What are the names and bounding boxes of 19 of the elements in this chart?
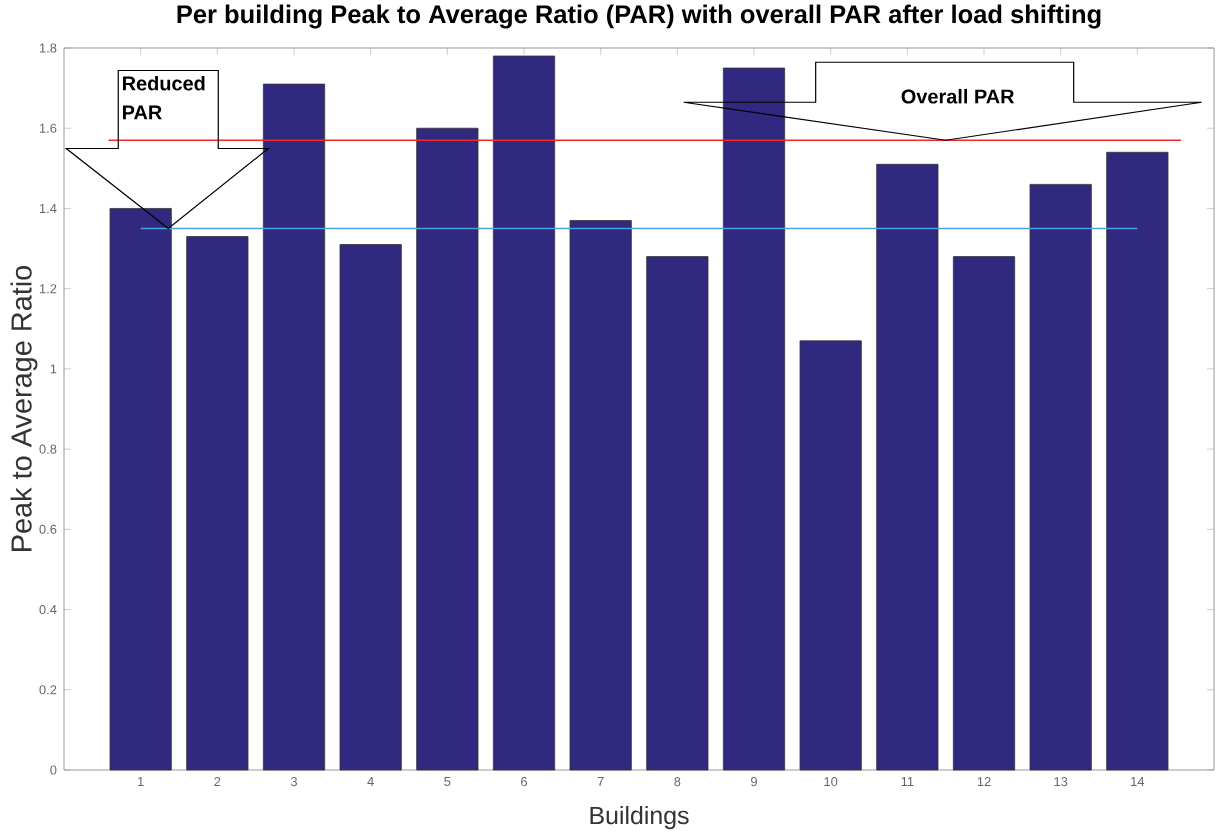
bar	[569, 220, 632, 771]
bar	[799, 340, 862, 771]
y-axis-title: Peak to Average Ratio	[10, 265, 38, 551]
chart-title: Per building Peak to Average Ratio (PAR) with overall PAR after load shifting	[177, 4, 1101, 29]
bar	[339, 244, 402, 771]
bar	[109, 208, 172, 771]
bar	[876, 163, 939, 771]
x-axis-title: Buildings	[590, 805, 689, 830]
bar	[492, 55, 556, 771]
annotation: Overall PAR	[901, 88, 1015, 104]
bar	[722, 67, 786, 771]
bar	[186, 236, 249, 771]
bar	[416, 127, 479, 771]
bar	[262, 83, 326, 771]
bar	[1029, 183, 1092, 771]
bar	[1106, 151, 1169, 771]
annotation: Reduced PAR	[123, 75, 205, 120]
bar	[952, 256, 1016, 771]
bar	[646, 256, 709, 771]
